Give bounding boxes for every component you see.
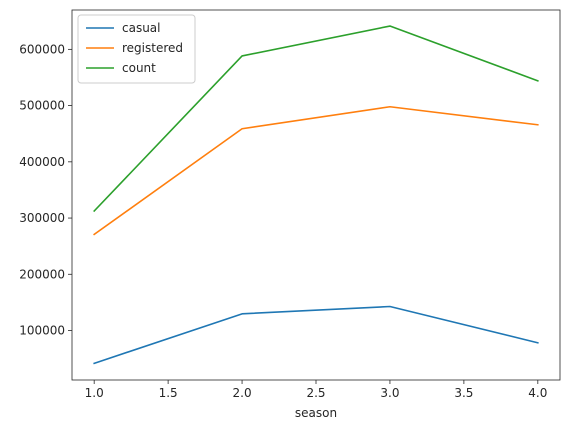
- x-tick-label: 3.0: [380, 386, 399, 400]
- x-axis: 1.0 1.5 2.0 2.5 3.0 3.5 4.0: [85, 380, 547, 400]
- series-layer: [93, 25, 539, 365]
- x-tick-label: 2.0: [233, 386, 252, 400]
- y-tick-label: 100000: [19, 324, 65, 338]
- series-line-registered: [93, 105, 539, 236]
- y-tick-label: 600000: [19, 42, 65, 56]
- y-tick-label: 500000: [19, 99, 65, 113]
- x-tick-label: 2.5: [306, 386, 325, 400]
- legend-box: [77, 14, 196, 84]
- x-tick-label: 3.5: [454, 386, 473, 400]
- x-tick-label: 1.5: [159, 386, 178, 400]
- y-tick-label: 300000: [19, 211, 65, 225]
- y-tick-label: 200000: [19, 267, 65, 281]
- series-line-casual: [93, 305, 539, 365]
- y-axis: 100000 200000 300000 400000 500000 600000: [19, 42, 72, 338]
- series-line-count: [93, 25, 539, 213]
- y-tick-label: 400000: [19, 155, 65, 169]
- legend-label: registered: [122, 41, 183, 55]
- x-tick-label: 1.0: [85, 386, 104, 400]
- legend-label: count: [122, 61, 156, 75]
- x-axis-label: season: [295, 406, 337, 420]
- legend: casual registered count: [77, 14, 196, 84]
- x-tick-label: 4.0: [528, 386, 547, 400]
- legend-label: casual: [122, 21, 161, 35]
